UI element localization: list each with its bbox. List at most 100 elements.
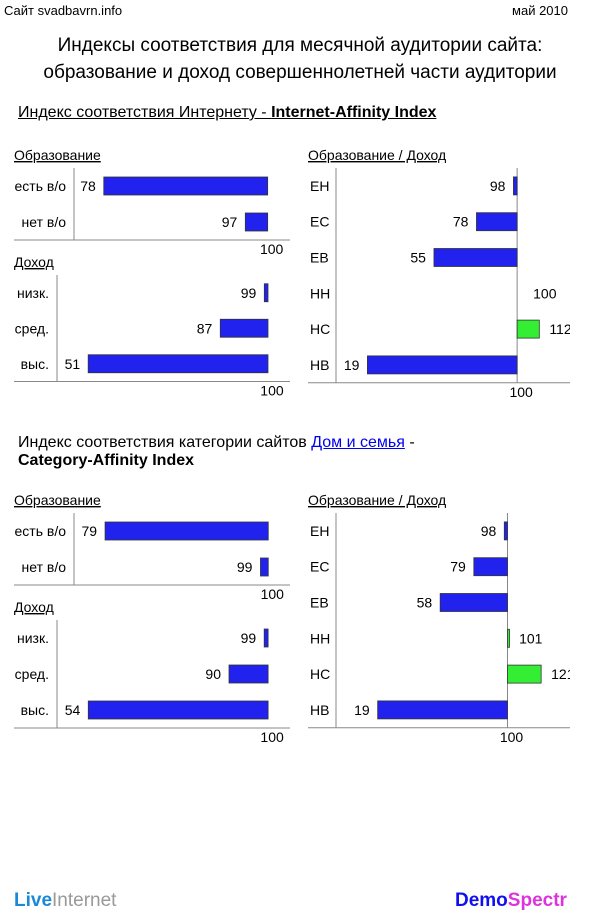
category-label: ЕВ bbox=[310, 250, 329, 266]
value-label: 90 bbox=[205, 666, 221, 682]
value-label: 121 bbox=[551, 666, 570, 682]
chart-title: Доход bbox=[14, 599, 54, 615]
value-label: 55 bbox=[410, 250, 426, 266]
logo-part: Spectr bbox=[507, 890, 567, 911]
category-label: НВ bbox=[310, 357, 329, 373]
section-prefix: Индекс соответствия Интернету - bbox=[18, 104, 272, 121]
bar bbox=[439, 593, 508, 612]
bar bbox=[433, 248, 518, 267]
value-label: 19 bbox=[354, 702, 370, 718]
chart-ia-education-income: Образование / Доход 100 ЕН 98 ЕС 78 ЕВ 55 НН 100 Н… bbox=[308, 146, 572, 408]
value-label: 99 bbox=[237, 559, 253, 575]
value-label: 79 bbox=[82, 523, 98, 539]
chart-title: Образование bbox=[14, 147, 101, 163]
value-label: 78 bbox=[80, 178, 96, 194]
bar bbox=[104, 521, 269, 541]
value-label: 98 bbox=[481, 523, 497, 539]
chart-svg: Доход 100 низк. 99 сред. 87 выс. 51 bbox=[14, 254, 290, 399]
tick-label: 100 bbox=[509, 384, 533, 400]
bar bbox=[219, 318, 269, 338]
bar bbox=[244, 212, 269, 232]
chart-title: Доход bbox=[14, 254, 54, 270]
bar bbox=[476, 212, 518, 232]
chart-title: Образование / Доход bbox=[308, 147, 446, 163]
value-label: 112 bbox=[549, 321, 570, 337]
chart-title: Образование bbox=[14, 492, 101, 508]
report-date: май 2010 bbox=[512, 3, 568, 18]
bar bbox=[473, 557, 508, 577]
bar bbox=[103, 176, 269, 196]
tick-label: 100 bbox=[260, 729, 284, 745]
value-label: 98 bbox=[490, 178, 506, 194]
value-label: 78 bbox=[453, 214, 469, 230]
category-label: НН bbox=[310, 630, 330, 646]
category-label: сред. bbox=[15, 666, 49, 682]
chart-ca-income: Доход 100 низк. 99 сред. 90 выс. 54 bbox=[14, 598, 290, 753]
value-label: 99 bbox=[241, 285, 257, 301]
chart-svg: Доход 100 низк. 99 сред. 90 выс. 54 bbox=[14, 599, 290, 745]
category-label: НС bbox=[310, 321, 330, 337]
section-internet-affinity: Индекс соответствия Интернету - Internet… bbox=[18, 104, 436, 122]
value-label: 100 bbox=[533, 285, 557, 301]
value-label: 99 bbox=[241, 630, 257, 646]
bar bbox=[507, 664, 542, 684]
category-label: есть в/о bbox=[15, 178, 67, 194]
value-label: 87 bbox=[197, 320, 213, 336]
chart-ca-education-income: Образование / Доход 100 ЕН 98 ЕС 79 ЕВ 58 НН 101 Н… bbox=[308, 491, 575, 753]
value-label: 58 bbox=[417, 595, 433, 611]
section-bold: Category-Affinity Index bbox=[18, 452, 195, 469]
category-label: низк. bbox=[17, 285, 49, 301]
value-label: 79 bbox=[450, 559, 466, 575]
category-label: выс. bbox=[21, 702, 49, 718]
category-label: нет в/о bbox=[22, 559, 67, 575]
chart-svg: Образование 100 есть в/о 79 нет в/о 99 bbox=[14, 492, 290, 602]
chart-svg: Образование / Доход 100 ЕН 98 ЕС 79 ЕВ 58 НН 101 Н… bbox=[308, 492, 575, 745]
category-label: сред. bbox=[15, 320, 49, 336]
bar bbox=[513, 176, 518, 196]
bar bbox=[263, 628, 269, 648]
tick-label: 100 bbox=[500, 729, 524, 745]
category-label: низк. bbox=[17, 630, 49, 646]
category-label: нет в/о bbox=[22, 214, 67, 230]
chart-ia-income: Доход 100 низк. 99 сред. 87 выс. 51 bbox=[14, 253, 290, 407]
chart-svg: Образование / Доход 100 ЕН 98 ЕС 78 ЕВ 55 НН 100 Н… bbox=[308, 147, 572, 400]
chart-ia-education: Образование 100 есть в/о 78 нет в/о 97 bbox=[14, 146, 290, 265]
bar bbox=[516, 319, 540, 339]
demospectr-logo: DemoSpectr bbox=[455, 890, 567, 912]
category-label: ЕН bbox=[310, 178, 329, 194]
value-label: 97 bbox=[222, 214, 238, 230]
chart-title: Образование / Доход bbox=[308, 492, 446, 508]
page-title-line1: Индексы соответствия для месячной аудито… bbox=[57, 35, 543, 56]
section-bold: Internet-Affinity Index bbox=[271, 104, 437, 121]
bar bbox=[87, 354, 269, 374]
bar bbox=[260, 557, 269, 577]
section-prefix: Индекс соответствия категории сайтов bbox=[18, 434, 312, 451]
liveinternet-logo: LiveInternet bbox=[14, 890, 116, 912]
bar bbox=[377, 700, 508, 720]
bar bbox=[367, 355, 518, 375]
category-link[interactable]: Дом и семья bbox=[311, 434, 405, 451]
value-label: 101 bbox=[519, 630, 543, 646]
category-label: ЕВ bbox=[310, 595, 329, 611]
value-label: 54 bbox=[65, 702, 81, 718]
category-label: ЕС bbox=[310, 559, 329, 575]
bar bbox=[228, 664, 269, 684]
category-label: НН bbox=[310, 285, 330, 301]
section-suffix: - bbox=[404, 434, 415, 451]
logo-part: Internet bbox=[52, 890, 117, 911]
category-label: выс. bbox=[21, 356, 49, 372]
site-name: Сайт svadbavrn.info bbox=[4, 3, 123, 18]
category-label: НВ bbox=[310, 702, 329, 718]
chart-ca-education: Образование 100 есть в/о 79 нет в/о 99 bbox=[14, 491, 290, 610]
category-label: есть в/о bbox=[15, 523, 67, 539]
bar bbox=[263, 283, 269, 303]
chart-svg: Образование 100 есть в/о 78 нет в/о 97 bbox=[14, 147, 290, 257]
tick-label: 100 bbox=[260, 383, 284, 399]
page-title-line2: образование и доход совершеннолетней час… bbox=[43, 62, 557, 83]
category-label: ЕН bbox=[310, 523, 329, 539]
category-label: НС bbox=[310, 666, 330, 682]
logo-part: Demo bbox=[455, 890, 508, 911]
bar bbox=[507, 628, 510, 648]
section-category-affinity: Индекс соответствия категории сайтов Дом… bbox=[18, 434, 415, 470]
